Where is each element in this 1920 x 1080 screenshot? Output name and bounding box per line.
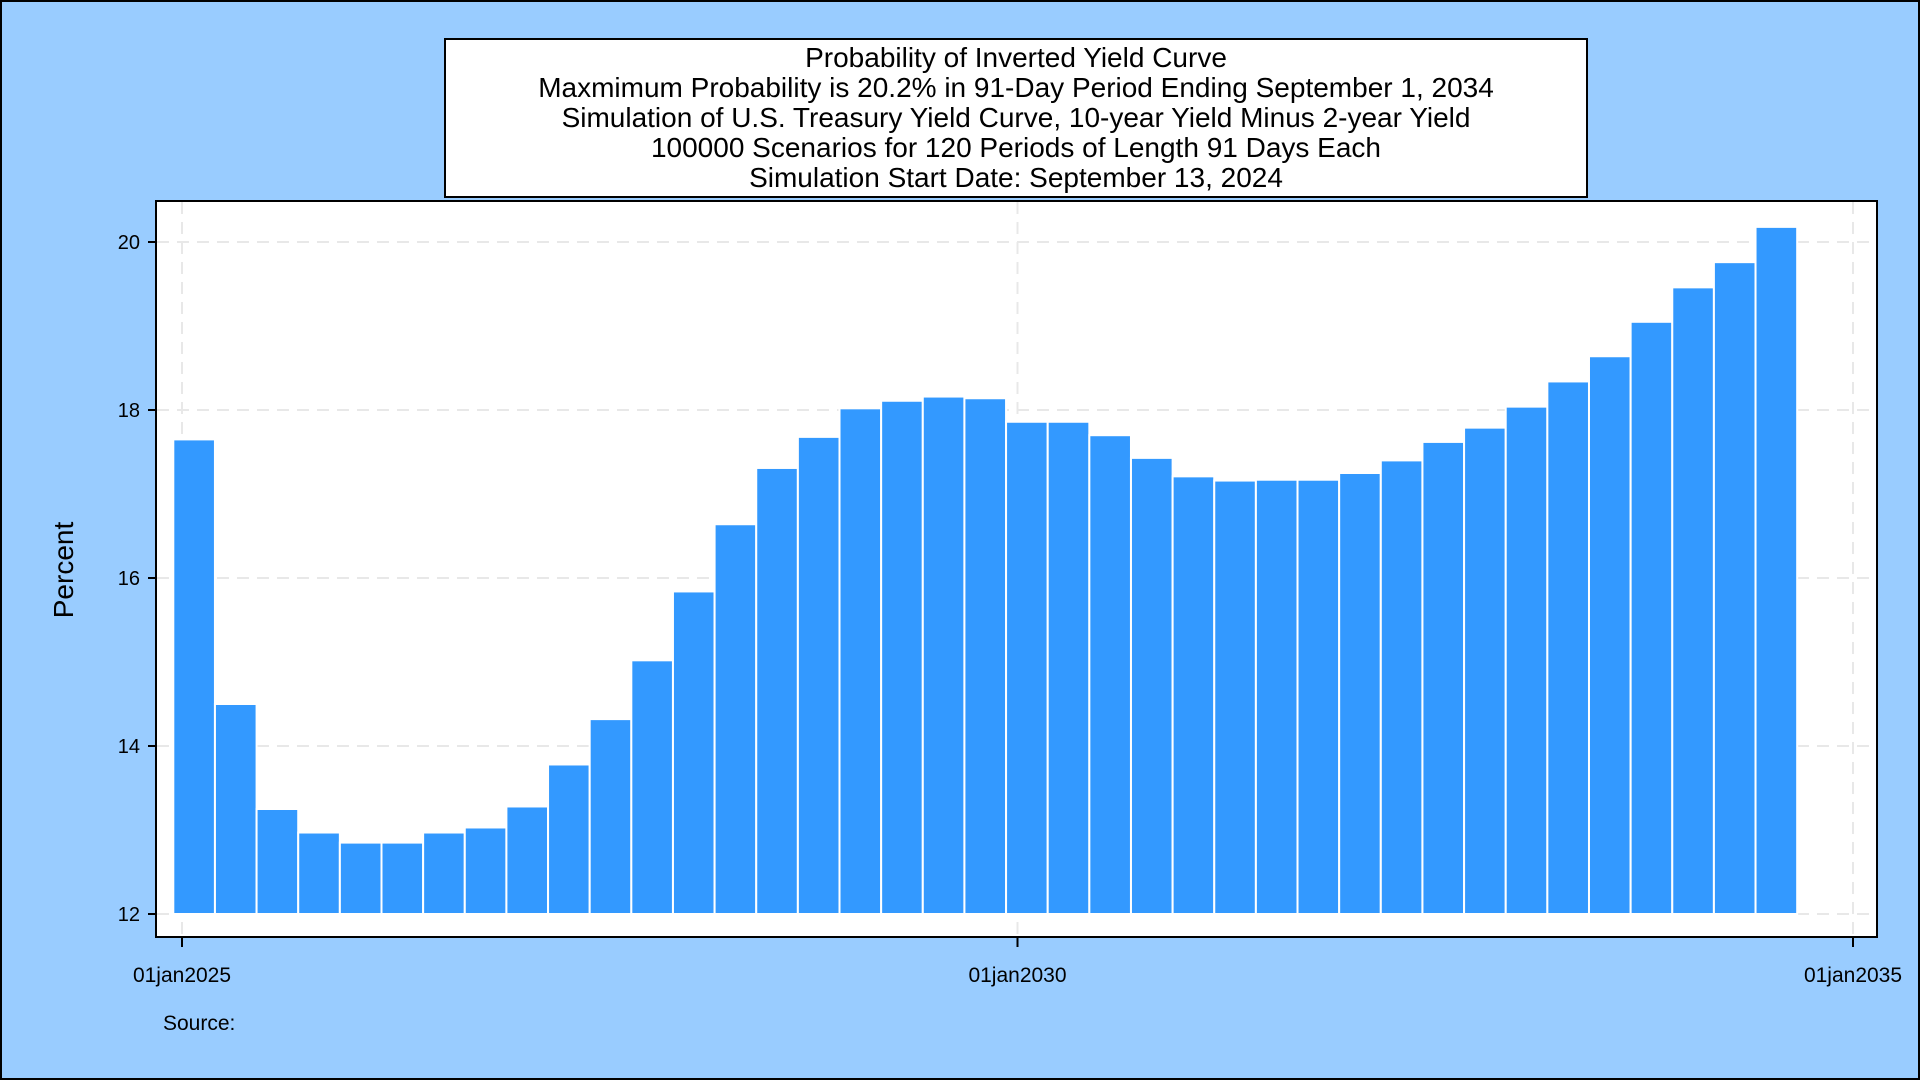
y-tick-label: 12	[118, 904, 140, 926]
bar	[1671, 286, 1715, 915]
bar	[1379, 459, 1424, 915]
bar	[1213, 479, 1257, 915]
bar	[796, 435, 841, 915]
bar	[1504, 405, 1549, 915]
bar	[880, 399, 924, 915]
bar	[422, 831, 466, 916]
bar	[630, 659, 674, 915]
x-tick-label: 01jan2025	[133, 964, 231, 987]
bar	[1254, 478, 1299, 915]
bar	[713, 523, 758, 915]
bar	[671, 590, 716, 915]
bar	[1587, 355, 1632, 915]
bar	[1005, 420, 1049, 915]
bar	[505, 805, 550, 915]
x-tick-label: 01jan2030	[968, 964, 1066, 987]
chart-subtitle-3: 100000 Scenarios for 120 Periods of Leng…	[650, 132, 1382, 163]
bar	[380, 841, 425, 915]
bar	[1129, 456, 1174, 915]
y-tick-label: 16	[118, 568, 140, 590]
title-box: Probability of Inverted Yield Curve Maxm…	[444, 38, 1588, 198]
y-tick-label: 14	[118, 736, 140, 758]
bar	[1463, 426, 1507, 915]
bar	[1296, 478, 1341, 915]
bar	[1046, 420, 1091, 915]
x-tick-label: 01jan2035	[1804, 964, 1902, 987]
axes: 12 14 16 18 20 01jan2025 01jan2030 01jan2035	[118, 232, 1902, 987]
bar	[588, 718, 633, 915]
chart-subtitle-4: Simulation Start Date: September 13, 202…	[749, 162, 1283, 193]
chart-subtitle-2: Simulation of U.S. Treasury Yield Curve,…	[561, 102, 1471, 133]
bar	[1629, 320, 1674, 915]
bar	[838, 407, 883, 915]
bar	[172, 438, 216, 915]
bar	[213, 703, 258, 915]
bar	[963, 397, 1008, 915]
bar	[755, 466, 799, 915]
source-note: Source:	[163, 1012, 236, 1035]
y-axis-label: Percent	[48, 521, 79, 619]
bar	[297, 831, 341, 916]
y-tick-label: 18	[118, 400, 140, 422]
bar	[1712, 261, 1757, 916]
y-tick-label: 20	[118, 232, 140, 254]
chart-title: Probability of Inverted Yield Curve	[805, 42, 1227, 73]
bar	[463, 826, 508, 915]
bar	[547, 763, 591, 915]
chart-subtitle-1: Maxmimum Probability is 20.2% in 91-Day …	[538, 72, 1494, 103]
bar	[255, 808, 300, 915]
bar	[1171, 475, 1216, 915]
bar	[1338, 472, 1382, 915]
bar	[1754, 225, 1799, 915]
bar	[1088, 434, 1132, 915]
bar	[1421, 440, 1466, 915]
bar	[1546, 380, 1590, 915]
bars	[172, 225, 1799, 916]
bar	[921, 395, 966, 915]
bar	[338, 841, 383, 915]
